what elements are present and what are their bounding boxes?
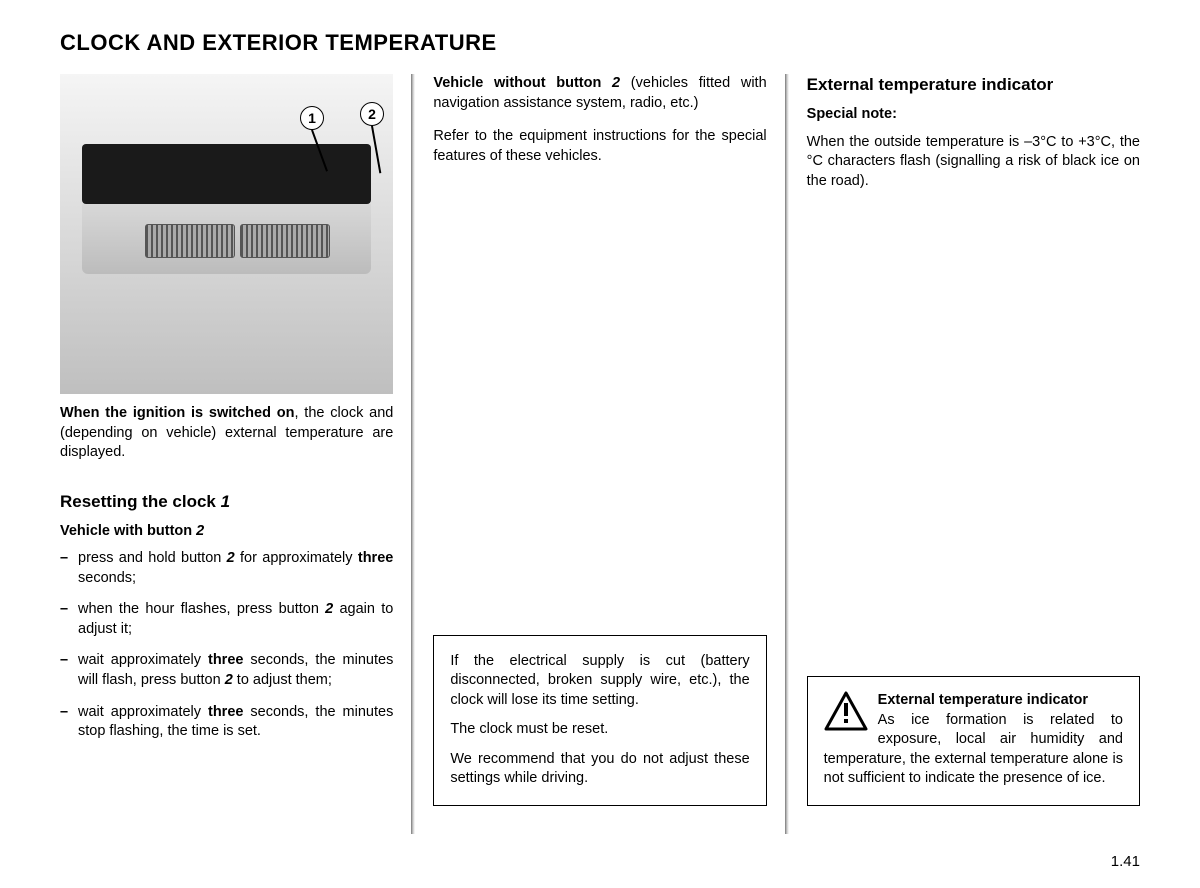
- t: seconds;: [78, 570, 136, 586]
- warning-body: As ice formation is related to exposure,…: [824, 712, 1123, 787]
- special-note-heading: Special note:: [807, 105, 1140, 125]
- ice-warning-box: External temperature indicator As ice fo…: [807, 676, 1140, 806]
- diagram-vent-left: [145, 224, 235, 258]
- external-temp-heading: External temperature indicator: [807, 74, 1140, 97]
- diagram-vent-right: [240, 224, 330, 258]
- t: press and hold button: [78, 550, 227, 566]
- t: Vehicle without button: [433, 75, 612, 91]
- callout-2: 2: [360, 102, 384, 126]
- vehicle-with-button-heading: Vehicle with button 2: [60, 522, 393, 542]
- temperature-flash-paragraph: When the outside temperature is –3°C to …: [807, 133, 1140, 192]
- t: 2: [225, 672, 233, 688]
- h3-text: Vehicle with button: [60, 523, 196, 539]
- column-3: External temperature indicator Special n…: [789, 74, 1140, 834]
- list-item: wait approximately three seconds, the mi…: [60, 651, 393, 690]
- ignition-paragraph: When the ignition is switched on, the cl…: [60, 404, 393, 463]
- warning-triangle-icon: [824, 691, 868, 731]
- spacer: [807, 205, 1140, 676]
- box-p2: The clock must be reset.: [450, 720, 749, 740]
- spacer: [433, 180, 766, 634]
- bottom-gap: [433, 806, 766, 834]
- t: three: [358, 550, 393, 566]
- callout-line-2: [371, 126, 381, 174]
- t: wait approximately: [78, 704, 208, 720]
- dashboard-diagram: 1 2: [60, 74, 393, 394]
- t: 2: [612, 75, 620, 91]
- t: wait approximately: [78, 652, 208, 668]
- t: when the hour flashes, press button: [78, 601, 325, 617]
- electrical-supply-note-box: If the electrical supply is cut (battery…: [433, 635, 766, 806]
- t: three: [208, 652, 243, 668]
- page-title: CLOCK AND EXTERIOR TEMPERATURE: [60, 30, 1140, 56]
- t: 2: [227, 550, 235, 566]
- box-p1: If the electrical supply is cut (battery…: [450, 652, 749, 711]
- page-number: 1.41: [1111, 853, 1140, 870]
- t: to adjust them;: [233, 672, 332, 688]
- h2-num: 1: [221, 492, 230, 511]
- list-item: wait approximately three seconds, the mi…: [60, 703, 393, 742]
- diagram-display-slot: [82, 144, 371, 204]
- h3-num: 2: [196, 523, 204, 539]
- bottom-gap: [807, 806, 1140, 834]
- columns: 1 2 When the ignition is switched on, th…: [60, 74, 1140, 834]
- box-p3: We recommend that you do not adjust thes…: [450, 750, 749, 789]
- vehicle-without-button-paragraph: Vehicle without button 2 (vehicles fitte…: [433, 74, 766, 113]
- instruction-list: press and hold button 2 for approximatel…: [60, 549, 393, 754]
- column-2: Vehicle without button 2 (vehicles fitte…: [415, 74, 784, 834]
- warning-title: External temperature indicator: [878, 692, 1088, 708]
- column-1: 1 2 When the ignition is switched on, th…: [60, 74, 411, 834]
- t: for approximately: [235, 550, 358, 566]
- resetting-clock-heading: Resetting the clock 1: [60, 491, 393, 514]
- refer-paragraph: Refer to the equipment instructions for …: [433, 127, 766, 166]
- list-item: press and hold button 2 for approximatel…: [60, 549, 393, 588]
- t: 2: [325, 601, 333, 617]
- t: three: [208, 704, 243, 720]
- list-item: when the hour flashes, press button 2 ag…: [60, 600, 393, 639]
- h2-text: Resetting the clock: [60, 492, 221, 511]
- ignition-bold: When the ignition is switched on: [60, 405, 294, 421]
- callout-1: 1: [300, 106, 324, 130]
